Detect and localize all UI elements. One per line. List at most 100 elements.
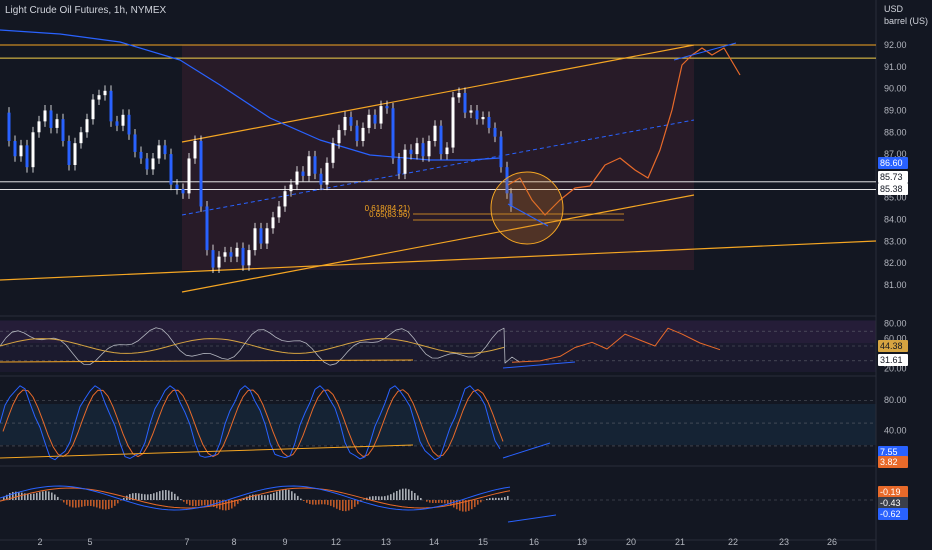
candle-body (289, 184, 293, 192)
macd-histogram-bar (297, 495, 299, 500)
macd-histogram-bar (63, 500, 65, 503)
macd-histogram-bar (24, 493, 26, 500)
macd-histogram-bar (36, 492, 38, 500)
macd-histogram-bar (45, 491, 47, 500)
macd-histogram-bar (456, 500, 458, 510)
macd-histogram-bar (504, 497, 506, 500)
price-tick-label: 81.00 (884, 280, 907, 290)
chart-title: Light Crude Oil Futures, 1h, NYMEX (5, 5, 167, 16)
candle-body (55, 119, 59, 128)
macd-histogram-bar (258, 494, 260, 500)
candle-body (199, 141, 203, 207)
macd-histogram-bar (459, 500, 461, 511)
candle-body (127, 114, 131, 135)
macd-histogram-bar (501, 497, 503, 500)
time-tick-label: 21 (675, 537, 685, 547)
macd-histogram-bar (225, 500, 227, 511)
candle-body (355, 125, 359, 141)
macd-histogram-bar (27, 493, 29, 500)
macd-histogram-bar (222, 500, 224, 511)
rsi-tag-bg (878, 340, 908, 352)
macd-histogram-bar (375, 496, 377, 500)
macd-histogram-bar (123, 497, 125, 500)
macd-histogram-bar (9, 493, 11, 500)
macd-histogram-bar (51, 492, 53, 500)
macd-histogram-bar (303, 500, 305, 501)
price-tag: 86.60 (880, 158, 903, 168)
price-tick-label: 88.00 (884, 127, 907, 137)
macd-histogram-bar (348, 500, 350, 511)
macd-histogram-bar (39, 492, 41, 500)
candle-body (25, 145, 29, 168)
macd-histogram-bar (315, 500, 317, 505)
macd-histogram-bar (93, 500, 95, 507)
macd-histogram-bar (66, 500, 68, 505)
fib-label: 0.65(83.96) (369, 210, 410, 219)
macd-histogram-bar (372, 496, 374, 500)
macd-histogram-bar (381, 496, 383, 500)
macd-divergence-line (507, 514, 557, 523)
macd-line (0, 485, 511, 511)
candle-body (349, 117, 353, 126)
candle-body (385, 106, 389, 109)
stoch-tag-bg (878, 446, 908, 458)
macd-histogram-bar (183, 500, 185, 502)
macd-histogram-bar (69, 500, 71, 507)
macd-histogram-bar (495, 497, 497, 500)
macd-histogram-bar (474, 500, 476, 508)
macd-histogram-bar (264, 495, 266, 500)
macd-histogram-bar (213, 500, 215, 507)
macd-histogram-bar (387, 495, 389, 500)
macd-histogram-bar (420, 497, 422, 500)
macd-histogram-bar (492, 497, 494, 500)
macd-histogram-bar (249, 495, 251, 500)
candle-body (391, 108, 395, 159)
macd-histogram-bar (216, 500, 218, 509)
stoch-tick-label: 80.00 (884, 395, 907, 405)
candle-body (13, 141, 17, 157)
stoch-k-line (0, 385, 501, 461)
candle-body (367, 114, 371, 128)
stoch-tick-label: 40.00 (884, 426, 907, 436)
candle-body (475, 110, 479, 120)
macd-histogram-bar (447, 500, 449, 505)
macd-histogram-bar (405, 488, 407, 500)
macd-histogram-bar (339, 500, 341, 511)
candle-body (67, 141, 71, 165)
macd-histogram-bar (132, 493, 134, 500)
moving-average-line (0, 29, 501, 161)
candle-body (7, 112, 11, 141)
candle-body (427, 141, 431, 157)
channel-shade (182, 45, 694, 270)
macd-histogram-bar (444, 500, 446, 504)
macd-histogram-bar (195, 500, 197, 507)
macd-histogram-bar (234, 500, 236, 507)
macd-histogram-bar (81, 500, 83, 507)
candle-body (451, 97, 455, 148)
candle-body (325, 162, 329, 185)
price-tag-bg (878, 157, 908, 169)
candle-body (169, 154, 173, 185)
macd-histogram-bar (306, 500, 308, 503)
macd-histogram-bar (411, 490, 413, 500)
macd-histogram-bar (399, 489, 401, 500)
candle-body (97, 95, 101, 100)
macd-histogram-bar (114, 500, 116, 506)
macd-histogram-bar (180, 499, 182, 500)
macd-histogram-bar (228, 500, 230, 510)
macd-histogram-bar (255, 494, 257, 500)
macd-histogram-bar (354, 500, 356, 507)
macd-histogram-bar (312, 500, 314, 505)
candle-body (133, 134, 137, 152)
rsi-ma-line (0, 338, 505, 354)
time-tick-label: 5 (87, 537, 92, 547)
macd-histogram-bar (3, 497, 5, 500)
time-tick-label: 7 (184, 537, 189, 547)
macd-histogram-bar (84, 500, 86, 507)
candle-body (145, 158, 149, 170)
mid-channel-line (181, 119, 695, 216)
stoch-support-line (0, 444, 414, 459)
rsi-tick-label: 20.00 (884, 363, 907, 373)
macd-histogram-bar (330, 500, 332, 506)
